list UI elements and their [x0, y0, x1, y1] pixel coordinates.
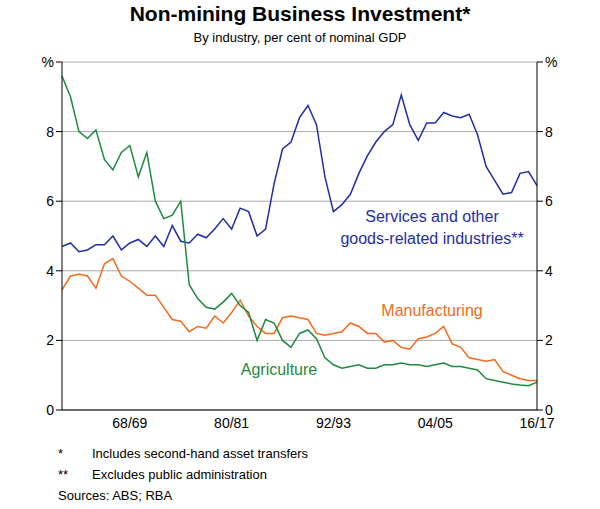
- html-text:Excludes public administration: Excludes public administration: [92, 467, 267, 482]
- svg-text:8: 8: [46, 124, 54, 140]
- svg-text:92/93: 92/93: [316, 415, 351, 431]
- svg-text:8: 8: [545, 124, 553, 140]
- svg-text:%: %: [42, 54, 54, 70]
- svg-text:2: 2: [46, 332, 54, 348]
- svg-text:4: 4: [545, 263, 553, 279]
- svg-text:6: 6: [46, 193, 54, 209]
- svg-text:68/69: 68/69: [112, 415, 147, 431]
- svg-text:%: %: [545, 54, 557, 70]
- svg-text:04/05: 04/05: [418, 415, 453, 431]
- svg-text:16/17: 16/17: [519, 414, 555, 431]
- html-text:Includes second-hand asset tra: Includes second-hand asset transfers: [92, 446, 309, 461]
- html-text:Manufacturing: Manufacturing: [381, 302, 483, 319]
- svg-text:2: 2: [545, 332, 553, 348]
- svg-text:4: 4: [46, 263, 54, 279]
- svg-text:0: 0: [545, 402, 553, 418]
- html-text:By industry, per cent of nomin: By industry, per cent of nominal GDP: [193, 30, 407, 45]
- html-text:Services and other: Services and other: [365, 208, 499, 225]
- html-text:Agriculture: Agriculture: [240, 361, 318, 378]
- html-text:Sources: ABS; RBA: Sources: ABS; RBA: [58, 488, 173, 503]
- svg-text:6: 6: [545, 193, 553, 209]
- svg-text:0: 0: [46, 402, 54, 418]
- html-text:Non-mining Business Investment: Non-mining Business Investment*: [129, 2, 471, 25]
- svg-text:80/81: 80/81: [214, 415, 249, 431]
- html-text:goods-related industries**: goods-related industries**: [340, 230, 524, 247]
